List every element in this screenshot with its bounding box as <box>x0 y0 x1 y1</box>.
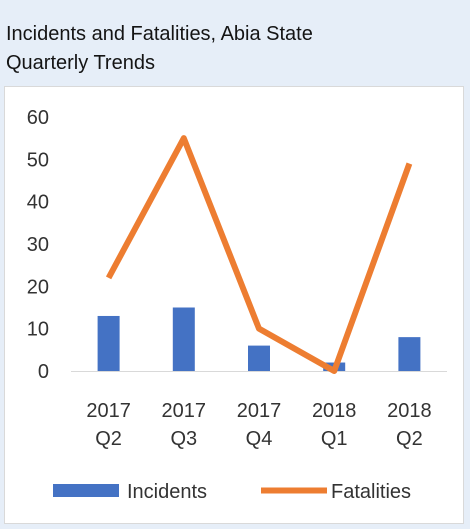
y-axis-tick-labels: 0 10 20 30 40 50 60 <box>27 107 49 383</box>
x-tick-quarter-3: Q1 <box>321 428 348 450</box>
x-tick-year-3: 2018 <box>312 400 357 422</box>
legend-label-incidents: Incidents <box>127 481 207 503</box>
x-tick-year-0: 2017 <box>86 400 131 422</box>
fatalities-line <box>105 135 413 374</box>
x-tick-quarter-4: Q2 <box>396 428 423 450</box>
legend: Incidents Fatalities <box>53 481 411 503</box>
y-tick-label-6: 60 <box>27 107 49 129</box>
y-tick-label-3: 30 <box>27 234 49 256</box>
y-tick-label-5: 50 <box>27 149 49 171</box>
y-tick-label-4: 40 <box>27 192 49 214</box>
incidents-bars <box>97 307 421 371</box>
legend-label-fatalities: Fatalities <box>331 481 411 503</box>
y-tick-label-0: 0 <box>38 361 49 383</box>
x-tick-year-1: 2017 <box>162 400 207 422</box>
plot-area: 0 10 20 30 40 50 60 2017 Q2 2017 Q3 2017 Q4 2018 Q1 20… <box>4 86 464 524</box>
incidents-bar-1 <box>172 307 195 371</box>
incidents-bar-4 <box>398 337 421 371</box>
y-tick-label-1: 10 <box>27 319 49 341</box>
x-tick-quarter-1: Q3 <box>170 428 197 450</box>
x-axis-tick-labels: 2017 Q2 2017 Q3 2017 Q4 2018 Q1 2018 Q2 <box>86 400 431 450</box>
x-tick-quarter-0: Q2 <box>95 428 122 450</box>
x-tick-quarter-2: Q4 <box>246 428 273 450</box>
legend-swatch-incidents <box>53 484 119 497</box>
incidents-bar-2 <box>248 345 270 371</box>
chart-title-line-2: Quarterly Trends <box>6 52 155 74</box>
incidents-bar-0 <box>97 315 120 371</box>
x-tick-year-2: 2017 <box>237 400 282 422</box>
chart-title: Incidents and Fatalities, Abia State Qua… <box>6 20 466 78</box>
x-tick-year-4: 2018 <box>387 400 432 422</box>
y-tick-label-2: 20 <box>27 276 49 298</box>
chart-title-line-1: Incidents and Fatalities, Abia State <box>6 23 313 45</box>
